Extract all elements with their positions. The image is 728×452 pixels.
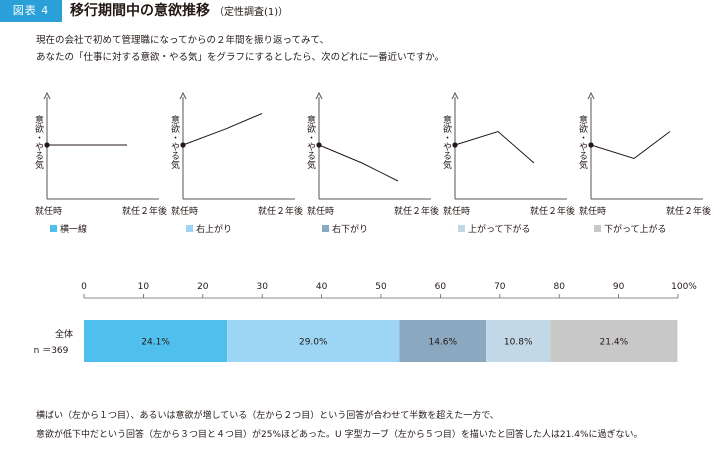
bar-data-label: 29.0%: [299, 338, 328, 348]
legend-label: 右下がり: [332, 223, 368, 235]
legend-label: 右上がり: [196, 223, 232, 235]
legend-label: 上がって下がる: [468, 223, 531, 235]
mini-y-axis-arrow: [451, 91, 459, 100]
figure-subtitle: （定性調査(1)）: [214, 7, 289, 18]
mini-y-label: 意欲・やる気: [577, 114, 588, 170]
chart-caption: 横ばい（左から１つ目）、あるいは意欲が増している（左から２つ目）という回答が合わ…: [36, 407, 643, 445]
bar-data-label: 10.8%: [504, 338, 533, 348]
bar-tick-label: 80: [553, 282, 565, 292]
mini-x-start-label: 就任時: [579, 205, 606, 217]
legend-swatch: [458, 225, 465, 232]
mini-x-start-label: 就任時: [443, 205, 470, 217]
question-line-1: 現在の会社で初めて管理職になってからの２年間を振り返ってみて、: [36, 35, 330, 46]
mini-x-end-label: 就任２年後: [258, 205, 303, 217]
mini-trend-line: [590, 131, 671, 160]
mini-y-label: 意欲・やる気: [305, 114, 316, 170]
legend-swatch: [50, 225, 57, 232]
mini-x-end-label: 就任２年後: [530, 205, 575, 217]
bar-tick-label: 20: [197, 282, 209, 292]
bar-category-label: 全体: [55, 328, 73, 340]
legend-swatch: [594, 225, 601, 232]
mini-start-point: [316, 142, 322, 148]
mini-trend-line: [182, 113, 263, 146]
legend-swatch: [186, 225, 193, 232]
mini-y-axis-arrow: [315, 91, 323, 100]
legend-label: 下がって上がる: [604, 223, 667, 235]
survey-question: 現在の会社で初めて管理職になってからの２年間を振り返ってみて、 あなたの「仕事に…: [36, 32, 444, 66]
mini-start-point: [44, 142, 50, 148]
mini-y-axis-arrow: [587, 91, 595, 100]
bar-segment: [550, 320, 678, 362]
mini-x-end-label: 就任２年後: [122, 205, 167, 217]
mini-start-point: [588, 142, 594, 148]
bar-category-n: n ＝369: [34, 346, 69, 356]
caption-line-2: 意欲が低下中だという回答（左から３つ目と４つ目）が25%ほどあった。U 字型カー…: [36, 430, 643, 440]
bar-data-label: 24.1%: [141, 338, 170, 348]
mini-x-start-label: 就任時: [171, 205, 198, 217]
bar-tick-label: 40: [316, 282, 328, 292]
bar-tick-label: 0: [81, 282, 87, 292]
figure-header: 図表 4 移行期間中の意欲推移 （定性調査(1)）: [0, 0, 728, 22]
bar-tick-label: 70: [494, 282, 506, 292]
bar-data-label: 14.6%: [428, 338, 457, 348]
mini-x-end-label: 就任２年後: [394, 205, 439, 217]
legend-label: 横一線: [60, 223, 87, 235]
caption-line-1: 横ばい（左から１つ目）、あるいは意欲が増している（左から２つ目）という回答が合わ…: [36, 411, 499, 421]
mini-x-start-label: 就任時: [307, 205, 334, 217]
bar-segment: [399, 320, 487, 362]
mini-x-end-label: 就任２年後: [666, 205, 711, 217]
figure-title-text: 移行期間中の意欲推移: [70, 3, 210, 19]
bar-tick-label: 90: [613, 282, 625, 292]
figure-label: 図表 4: [0, 0, 62, 22]
mini-start-point: [452, 142, 458, 148]
bar-data-label: 21.4%: [600, 338, 629, 348]
question-line-2: あなたの「仕事に対する意欲・やる気」をグラフにするとしたら、次のどれに一番近いで…: [36, 52, 445, 63]
figure-title: 移行期間中の意欲推移 （定性調査(1)）: [70, 0, 288, 22]
bar-segment: [84, 320, 228, 362]
bar-tick-label: 10: [138, 282, 150, 292]
bar-tick-label: 30: [256, 282, 268, 292]
legend-swatch: [322, 225, 329, 232]
mini-trend-line: [454, 130, 535, 164]
mini-x-start-label: 就任時: [35, 205, 62, 217]
mini-y-label: 意欲・やる気: [33, 114, 44, 170]
mini-start-point: [180, 142, 186, 148]
bar-segment: [227, 320, 400, 362]
bar-segment: [486, 320, 551, 362]
mini-y-axis-arrow: [179, 91, 187, 100]
mini-y-label: 意欲・やる気: [441, 114, 452, 170]
bar-tick-label: 50: [375, 282, 387, 292]
mini-trend-line: [318, 144, 399, 182]
mini-y-label: 意欲・やる気: [169, 114, 180, 170]
bar-tick-label: 100%: [671, 282, 697, 292]
mini-y-axis-arrow: [43, 91, 51, 100]
bar-tick-label: 60: [435, 282, 447, 292]
